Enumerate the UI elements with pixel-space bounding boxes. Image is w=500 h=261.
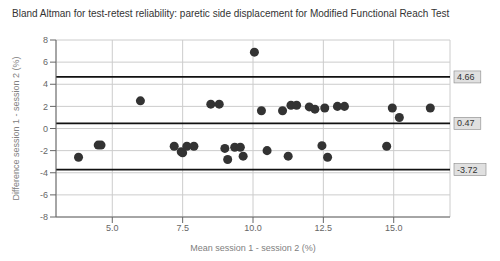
- svg-text:12.5: 12.5: [315, 223, 333, 233]
- svg-text:6: 6: [43, 57, 48, 67]
- svg-text:4.66: 4.66: [457, 72, 475, 82]
- svg-text:15.0: 15.0: [385, 223, 403, 233]
- svg-text:Mean session 1 - session 2 (%): Mean session 1 - session 2 (%): [190, 243, 316, 253]
- html-text:Bland Altman for test-retest r: Bland Altman for test-retest reliability…: [12, 8, 450, 19]
- svg-text:7.5: 7.5: [176, 223, 189, 233]
- svg-text:-8: -8: [40, 212, 48, 222]
- svg-text:4: 4: [43, 79, 48, 89]
- svg-text:0: 0: [43, 124, 48, 134]
- svg-text:-3.72: -3.72: [457, 165, 478, 175]
- svg-text:5.0: 5.0: [106, 223, 119, 233]
- svg-text:Difference session 1 - session: Difference session 1 - session 2 (%): [11, 57, 21, 201]
- svg-text:8: 8: [43, 35, 48, 45]
- svg-text:2: 2: [43, 102, 48, 112]
- svg-text:10.0: 10.0: [244, 223, 262, 233]
- svg-text:-4: -4: [40, 168, 48, 178]
- svg-text:-6: -6: [40, 190, 48, 200]
- svg-text:-2: -2: [40, 146, 48, 156]
- svg-text:0.47: 0.47: [457, 118, 475, 128]
